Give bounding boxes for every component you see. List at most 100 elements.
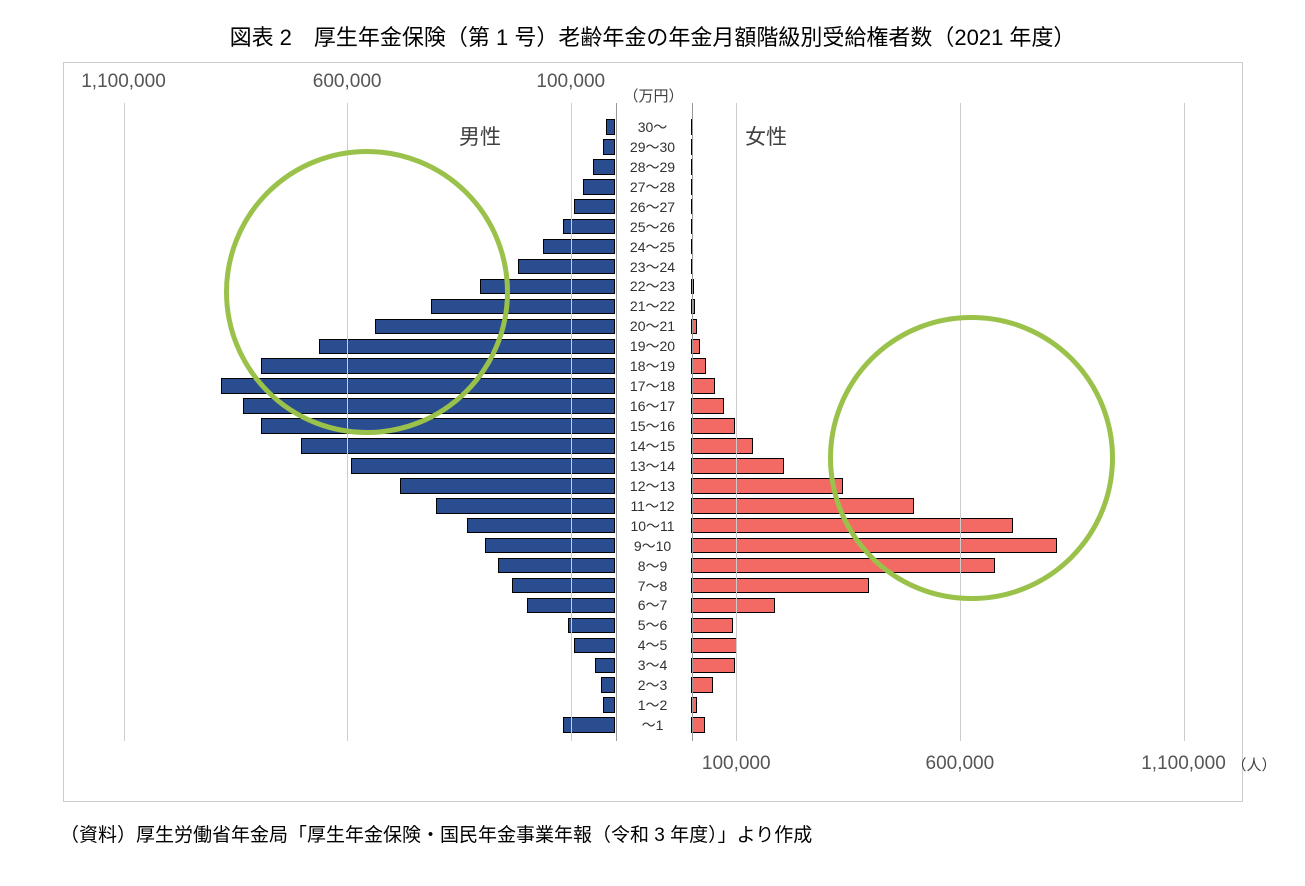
right-half bbox=[653, 137, 1182, 157]
right-half bbox=[653, 296, 1182, 316]
right-half bbox=[653, 217, 1182, 237]
right-half bbox=[653, 456, 1182, 476]
bar-male bbox=[400, 478, 615, 494]
bar-row: 8～9 bbox=[124, 556, 1182, 576]
bar-female bbox=[691, 478, 843, 494]
right-half bbox=[653, 715, 1182, 735]
left-half bbox=[124, 396, 653, 416]
bar-row: 15～16 bbox=[124, 416, 1182, 436]
bar-female bbox=[691, 717, 705, 733]
bar-row: 1～2 bbox=[124, 695, 1182, 715]
bar-female bbox=[691, 438, 754, 454]
category-label: 23～24 bbox=[615, 257, 691, 277]
left-half bbox=[124, 316, 653, 336]
bar-row: 2～3 bbox=[124, 675, 1182, 695]
bar-rows: 30～29～3028～2927～2826～2725～2624～2523～2422… bbox=[124, 117, 1182, 735]
left-half bbox=[124, 376, 653, 396]
bar-row: 24～25 bbox=[124, 237, 1182, 257]
left-half bbox=[124, 237, 653, 257]
bar-row: 29～30 bbox=[124, 137, 1182, 157]
bar-female bbox=[691, 598, 776, 614]
right-half bbox=[653, 396, 1182, 416]
bar-female bbox=[691, 518, 1013, 534]
category-label: 12～13 bbox=[615, 476, 691, 496]
right-half bbox=[653, 695, 1182, 715]
bar-male bbox=[574, 199, 614, 215]
bar-row: 9～10 bbox=[124, 536, 1182, 556]
right-half bbox=[653, 376, 1182, 396]
category-label: 19～20 bbox=[615, 336, 691, 356]
bar-row: 19～20 bbox=[124, 336, 1182, 356]
left-half bbox=[124, 157, 653, 177]
gridline bbox=[1184, 103, 1185, 741]
bar-male bbox=[603, 139, 614, 155]
right-half bbox=[653, 635, 1182, 655]
category-label: 30～ bbox=[615, 117, 691, 137]
bar-male bbox=[351, 458, 615, 474]
right-half bbox=[653, 416, 1182, 436]
right-half bbox=[653, 197, 1182, 217]
left-half bbox=[124, 556, 653, 576]
bar-male bbox=[603, 697, 614, 713]
category-label: 14～15 bbox=[615, 436, 691, 456]
category-label: 11～12 bbox=[615, 496, 691, 516]
left-half bbox=[124, 635, 653, 655]
bar-row: 17～18 bbox=[124, 376, 1182, 396]
bar-row: 20～21 bbox=[124, 316, 1182, 336]
bar-female bbox=[691, 538, 1058, 554]
bar-male bbox=[485, 538, 615, 554]
bar-row: 21～22 bbox=[124, 296, 1182, 316]
left-half bbox=[124, 117, 653, 137]
bar-male bbox=[301, 438, 614, 454]
bar-row: 11～12 bbox=[124, 496, 1182, 516]
right-half bbox=[653, 675, 1182, 695]
x-tick-bottom: 1,100,000 bbox=[1141, 753, 1226, 775]
bar-row: ～1 bbox=[124, 715, 1182, 735]
left-half bbox=[124, 177, 653, 197]
right-half bbox=[653, 655, 1182, 675]
x-tick-top: 100,000 bbox=[536, 71, 605, 93]
bar-male bbox=[593, 159, 614, 175]
right-half bbox=[653, 476, 1182, 496]
left-half bbox=[124, 496, 653, 516]
bar-female bbox=[691, 498, 915, 514]
bar-female bbox=[691, 458, 785, 474]
bar-female bbox=[691, 638, 738, 654]
bar-male bbox=[568, 618, 615, 634]
right-half bbox=[653, 496, 1182, 516]
bar-row: 13～14 bbox=[124, 456, 1182, 476]
bar-male bbox=[583, 179, 614, 195]
left-half bbox=[124, 476, 653, 496]
bar-male bbox=[595, 658, 615, 674]
left-half bbox=[124, 655, 653, 675]
category-label: 18～19 bbox=[615, 356, 691, 376]
right-half bbox=[653, 615, 1182, 635]
left-half bbox=[124, 516, 653, 536]
series-label-female: 女性 bbox=[745, 121, 787, 151]
left-half bbox=[124, 576, 653, 596]
left-half bbox=[124, 137, 653, 157]
bar-male bbox=[467, 518, 615, 534]
category-label: 4～5 bbox=[615, 635, 691, 655]
left-half bbox=[124, 715, 653, 735]
source-text: （資料）厚生労働省年金局「厚生年金保険・国民年金事業年報（令和 3 年度）」より… bbox=[40, 820, 1265, 847]
left-half bbox=[124, 277, 653, 297]
bar-row: 7～8 bbox=[124, 576, 1182, 596]
left-half bbox=[124, 296, 653, 316]
right-half bbox=[653, 436, 1182, 456]
category-label: 7～8 bbox=[615, 576, 691, 596]
bar-row: 25～26 bbox=[124, 217, 1182, 237]
left-half bbox=[124, 416, 653, 436]
x-tick-top: 600,000 bbox=[313, 71, 382, 93]
bar-male bbox=[606, 119, 615, 135]
bar-male bbox=[518, 259, 614, 275]
x-tick-top: 1,100,000 bbox=[81, 71, 166, 93]
gridline bbox=[571, 103, 572, 741]
right-half bbox=[653, 356, 1182, 376]
chart-area: 30～29～3028～2927～2826～2725～2624～2523～2422… bbox=[63, 62, 1243, 802]
bar-row: 4～5 bbox=[124, 635, 1182, 655]
bar-female bbox=[691, 578, 870, 594]
category-label: 3～4 bbox=[615, 655, 691, 675]
category-label: 2～3 bbox=[615, 675, 691, 695]
right-half bbox=[653, 117, 1182, 137]
